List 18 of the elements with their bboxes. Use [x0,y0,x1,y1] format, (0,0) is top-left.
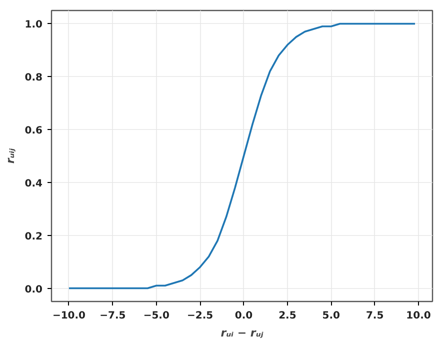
x-tick-label: 2.5 [278,310,296,322]
x-tick-label: 0.0 [234,310,253,322]
x-tick-label: −10.0 [52,310,86,322]
y-tick-label: 0.4 [24,178,43,190]
y-tick-label: 0.6 [24,126,43,137]
x-tick-label: −2.5 [187,310,214,322]
x-tick-label: −5.0 [143,310,170,322]
y-tick-label: 1.0 [24,20,43,31]
y-tick-label: 0.2 [24,231,43,242]
y-tick-label: 0.0 [24,284,43,296]
x-tick-label: −7.5 [100,310,126,322]
x-tick-label: 10.0 [406,310,431,322]
x-tick-label: 5.0 [322,310,340,322]
y-tick-label: 0.8 [24,72,43,84]
x-tick-label: 7.5 [366,310,384,322]
line-series [68,22,416,290]
y-axis-title: rᵤᵢⱼ [4,148,17,164]
x-axis-title: rᵤᵢ − rᵤⱼ [220,326,264,340]
